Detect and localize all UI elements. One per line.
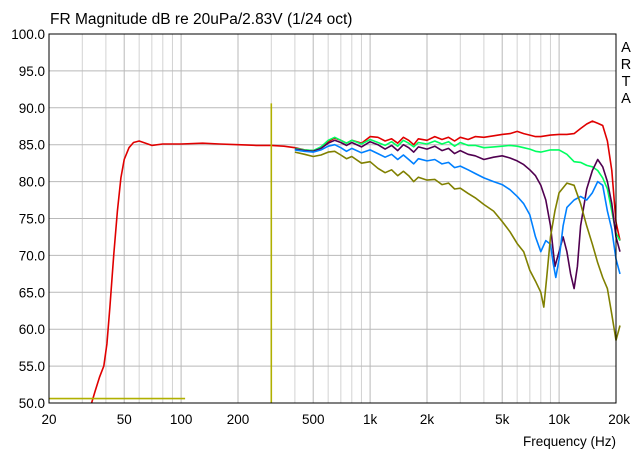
series-line-5 [294,150,621,342]
series-group [49,103,621,404]
watermark-letter: A [621,91,631,107]
series-line-1 [90,120,621,404]
x-tick-label: 5k [495,412,510,427]
watermark-letter: R [621,57,631,73]
y-tick-label: 75.0 [19,212,45,227]
x-tick-label: 1k [363,412,378,427]
y-tick-label: 70.0 [19,248,45,263]
chart-title: FR Magnitude dB re 20uPa/2.83V (1/24 oct… [50,11,352,28]
y-tick-label: 80.0 [19,175,45,190]
x-tick-label: 10k [548,412,570,427]
y-tick-label: 100.0 [11,27,45,42]
x-tick-label: 20 [41,412,56,427]
x-tick-label: 100 [170,412,193,427]
x-tick-label: 2k [420,412,435,427]
y-tick-label: 65.0 [19,285,45,300]
y-tick-label: 60.0 [19,322,45,337]
watermark-letter: A [621,40,631,56]
x-tick-label: 50 [117,412,132,427]
y-tick-label: 55.0 [19,359,45,374]
y-tick-label: 50.0 [19,396,45,411]
x-tick-label: 500 [302,412,325,427]
plot-frame [48,33,617,404]
y-tick-label: 85.0 [19,138,45,153]
series-line-2 [294,136,621,241]
x-tick-label: 20k [608,412,630,427]
y-tick-label: 95.0 [19,64,45,79]
y-tick-label: 90.0 [19,101,45,116]
y-tick-labels: 100.0 95.0 90.0 85.0 80.0 75.0 70.0 65.0 60.0 55.… [11,27,45,411]
grid [49,34,616,403]
x-tick-label: 200 [227,412,250,427]
series-line-4 [294,143,621,279]
x-axis-label: Frequency (Hz) [523,434,616,449]
series-line-3 [294,139,621,290]
x-tick-labels: 20 50 100 200 500 1k 2k 5k 10k 20k [41,412,630,427]
watermark-letter: T [622,74,631,90]
